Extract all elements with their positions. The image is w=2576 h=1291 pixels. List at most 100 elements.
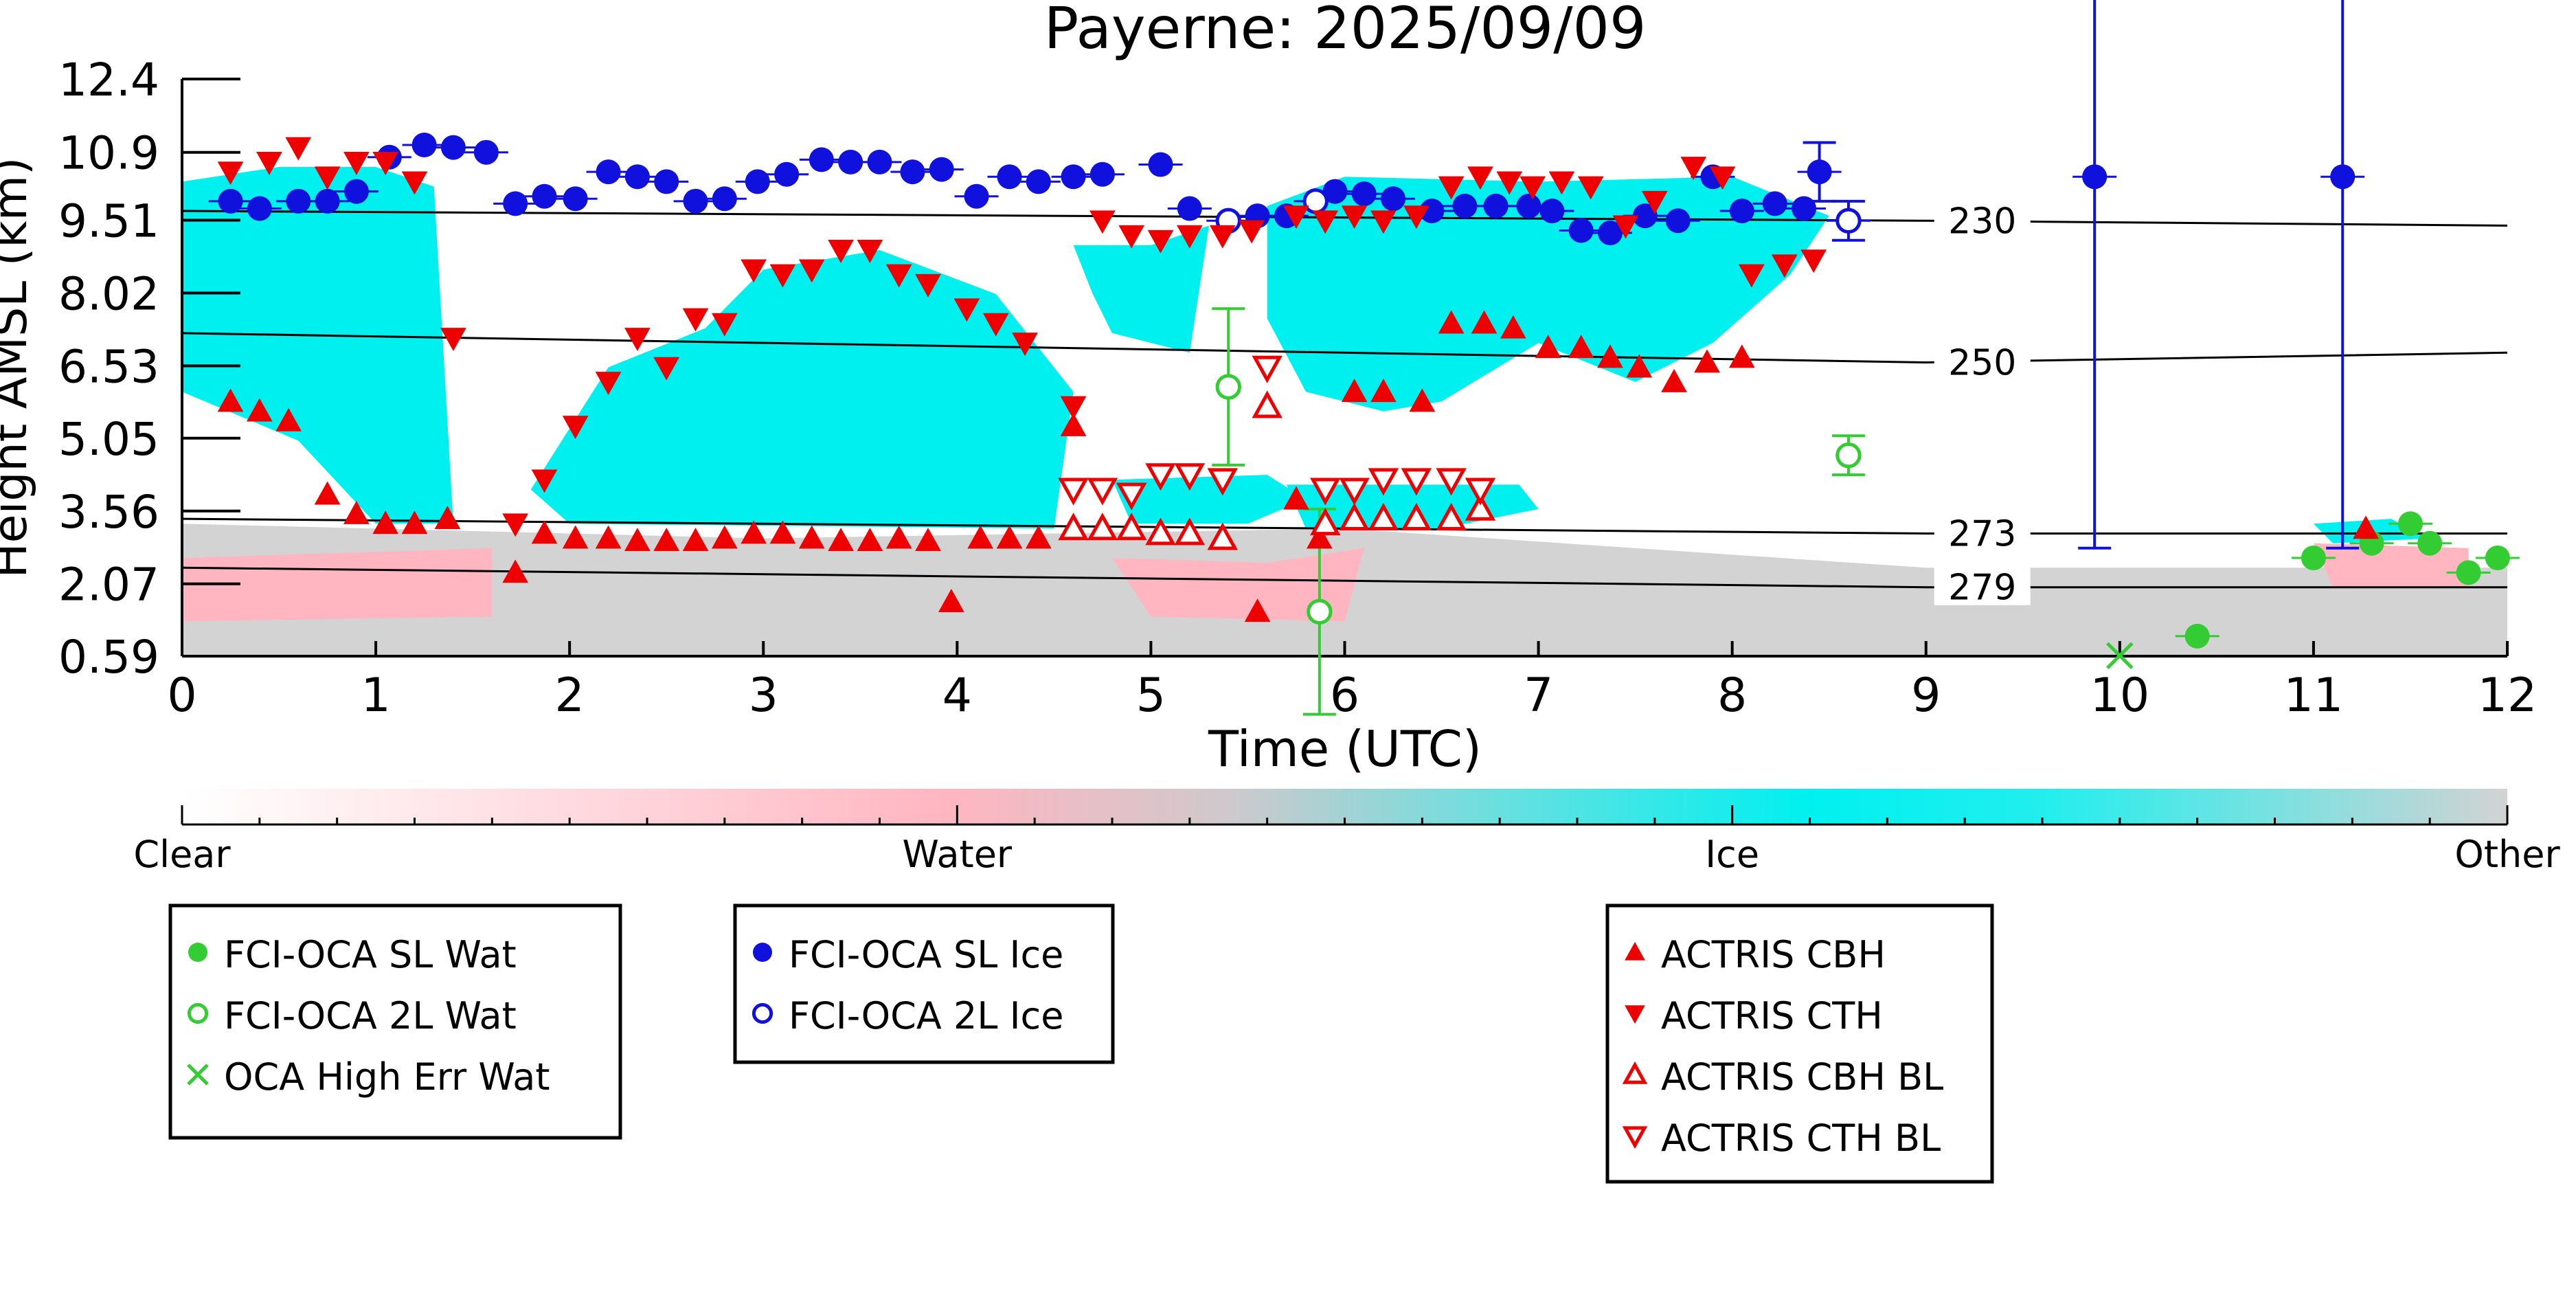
point-actris-cbh-24 [967,525,994,549]
point-actris-cbh-39 [1568,335,1594,359]
legend-marker-fci-oca-2l-ice [752,1002,773,1024]
point-fci-oca-sl-wat-5 [2456,560,2481,585]
point-actris-cth-14 [682,308,709,332]
point-fci-oca-sl-ice-38 [1483,193,1509,218]
cloud-ice-1 [530,249,1074,529]
point-oca-high-err-wat-0 [2106,642,2134,670]
point-actris-cth-45 [1641,190,1668,214]
point-fci-oca-sl-ice-42 [1597,221,1623,246]
legend-box-2: FCI-OCA SL Ice FCI-OCA 2L Ice [733,903,1115,1064]
point-actris-cbh-bl-6 [1310,508,1341,536]
point-actris-cbh-9 [531,520,558,544]
point-fci-oca-sl-ice-35 [1381,186,1406,212]
point-actris-cbh-33 [1370,379,1397,403]
legend-frame-2 [733,903,1115,1064]
point-actris-cth-bl-10 [1436,468,1467,496]
y-tick-label-7: 10.9 [58,127,159,180]
point-actris-cbh-38 [1535,335,1561,359]
point-actris-cbh-45 [2353,515,2379,539]
point-actris-cth-bl-11 [1465,478,1496,506]
point-actris-cbh-7 [434,506,461,530]
legend-box-3: ACTRIS CBH ACTRIS CTH ACTRIS CBH BL ACTRIS … [1605,903,1994,1184]
point-actris-cbh-34 [1409,388,1436,412]
isotherm-label-230: 230 [1948,201,2016,242]
isotherm-label-250: 250 [1948,343,2016,384]
point-actris-cth-19 [828,240,854,263]
x-axis-label: Time (UTC) [1208,720,1482,778]
point-fci-oca-sl-ice-43 [1632,203,1658,229]
point-actris-cth-49 [1771,254,1798,278]
point-actris-cbh-1 [246,398,273,422]
point-actris-cbh-bl-3 [1145,517,1176,546]
point-actris-cbh-43 [1694,349,1720,373]
point-actris-cth-bl-4 [1174,463,1206,491]
y-tick-label-0: 0.59 [58,631,159,684]
point-actris-cth-24 [982,313,1009,337]
point-oca-high-err-wat-0-b [2106,642,2134,670]
point-fci-oca-sl-ice-0 [218,188,243,214]
point-actris-cbh-8 [502,559,529,583]
isotherm-label-bg-250 [1934,341,2031,381]
point-fci-oca-sl-ice-41 [1568,218,1594,243]
legend-label-oca-high-err-wat: OCA High Err Wat [224,1055,550,1099]
point-fci-oca-sl-ice-18 [774,161,800,187]
x-tick-label-4: 4 [942,669,972,723]
point-fci-oca-sl-ice-7 [440,135,466,160]
point-actris-cbh-bl-0 [1058,513,1089,541]
legends: FCI-OCA SL Wat FCI-OCA 2L Wat OCA High Err… [168,903,1994,1184]
legend-label-actris-cbh-bl: ACTRIS CBH BL [1661,1055,1943,1099]
point-actris-cbh-21 [885,525,912,549]
cloud-ice-0 [182,167,453,524]
point-actris-cth-bl-8 [1368,468,1399,496]
point-actris-cth-23 [953,298,980,322]
x-tick-label-9: 9 [1911,669,1941,723]
point-fci-oca-2l-wat-0 [1215,374,1241,400]
legend-label-fci-oca-sl-wat: FCI-OCA SL Wat [224,933,517,976]
legend-marker-fci-oca-sl-wat [188,943,207,962]
legend-marker-actris-cth-bl [1622,1126,1648,1149]
legend-marker-actris-cbh-bl [1622,1061,1648,1084]
point-fci-oca-sl-ice-16 [712,186,737,212]
point-actris-cth-33 [1283,205,1309,229]
point-actris-cbh-26 [1025,525,1052,549]
point-actris-cth-bl-1 [1087,478,1118,506]
point-fci-oca-sl-ice-50 [2082,164,2108,190]
isotherm-label-bg-273 [1934,513,2031,552]
isotherm-label-bg-279 [1934,566,2031,605]
point-actris-cbh-17 [769,520,796,544]
point-actris-cbh-20 [857,528,883,552]
point-actris-cth-27 [1089,210,1116,234]
point-actris-cth-bl-2 [1116,482,1147,510]
point-actris-cbh-bl-8 [1368,502,1399,531]
point-actris-cth-37 [1403,205,1430,229]
legend-frame-1 [168,903,622,1140]
isotherm-273 [181,517,2507,535]
colorbar-label-other: Other [2454,833,2560,876]
point-actris-cbh-14 [682,528,709,552]
point-fci-oca-sl-ice-40 [1539,199,1565,224]
point-fci-oca-sl-ice-6 [411,133,437,158]
point-actris-cbh-bl-10 [1436,502,1467,531]
cloud-water-2 [2313,543,2469,587]
point-actris-cth-43 [1577,176,1604,200]
point-fci-oca-sl-ice-12 [596,159,621,185]
point-actris-cbh-19 [828,528,854,552]
legend-label-fci-oca-2l-wat: FCI-OCA 2L Wat [224,994,517,1037]
point-fci-oca-sl-ice-2 [286,188,311,214]
point-fci-oca-2l-wat-1 [1307,598,1333,625]
legend-label-fci-oca-sl-ice: FCI-OCA SL Ice [789,933,1063,976]
cloud-water-1 [1112,548,1364,622]
point-actris-cbh-0 [217,388,244,412]
point-fci-oca-sl-wat-1 [2301,546,2326,571]
cloud-ice-4 [1267,177,1829,412]
y-tick-label-5: 8.02 [58,268,159,321]
point-actris-cbh-27 [1060,412,1087,436]
point-fci-oca-sl-ice-25 [997,164,1022,190]
point-actris-cbh-bl-1 [1087,513,1118,541]
point-actris-cth-25 [1012,333,1038,357]
isotherm-label-279: 279 [1948,568,2016,609]
point-actris-cbh-5 [372,510,399,535]
series-actris-cbh-bl [1058,390,1496,550]
point-actris-cth-35 [1341,205,1368,229]
